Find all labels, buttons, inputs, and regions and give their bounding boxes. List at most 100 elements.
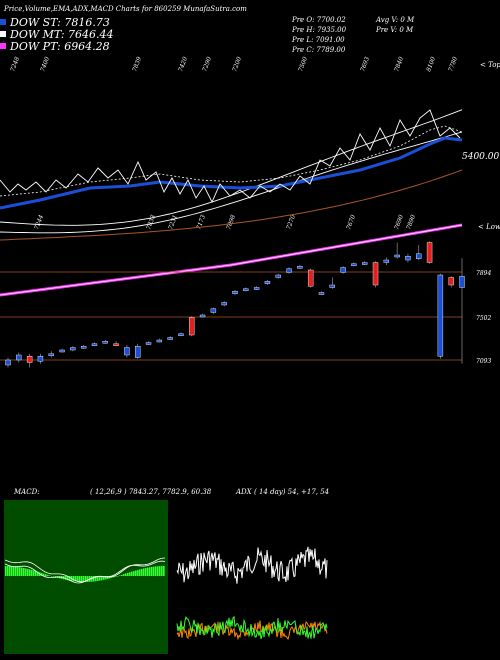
candle-body (372, 262, 379, 286)
macd-bar (65, 576, 67, 580)
adx-line (176, 546, 328, 584)
legend: DOW ST: 7816.73 DOW MT: 7646.44 DOW PT: … (0, 16, 114, 53)
legend-swatch-pt (0, 43, 6, 49)
macd-bar (37, 571, 39, 576)
macd-bar (69, 576, 71, 581)
macd-bar (85, 576, 87, 582)
candle-body (210, 308, 217, 313)
macd-bar (21, 567, 23, 576)
macd-values: ( 12,26,9 ) 7843.27, 7782.9, 60.38 (90, 488, 212, 496)
price-axis-label: 5400.00 (462, 152, 499, 162)
candle-body (167, 337, 173, 340)
bottom-tick-label: 7670 (345, 214, 357, 231)
macd-bar (15, 566, 17, 576)
macd-bar (137, 569, 139, 576)
ema-mt2-line (0, 109, 463, 226)
bottom-tick-label: 7833 (145, 214, 157, 231)
top-tick-label: 7400 (39, 56, 51, 73)
legend-label-mt: DOW MT: 7646.44 (9, 28, 114, 41)
ema-pt-line (0, 223, 463, 297)
candle-body (59, 349, 65, 353)
top-tick-label: 7693 (359, 56, 371, 73)
bottom-tick-labels: 7244 7833 7231 7173 7098 7270 7670 7690 7890 (33, 214, 417, 231)
macd-bar (131, 571, 133, 576)
candle-body (307, 269, 314, 287)
top-tick-label: 7500 (297, 56, 309, 73)
legend-swatch-mt (0, 31, 6, 37)
candle-body (37, 356, 44, 362)
adx-title: ADX (235, 488, 253, 496)
ema-lines (0, 109, 463, 297)
prev-volume: Pre V: 0 M (375, 26, 414, 34)
candle-body (340, 267, 346, 273)
top-tick-label: 7200 (231, 56, 243, 73)
macd-bar (123, 574, 125, 576)
adx-lines (176, 546, 328, 641)
macd-bar (19, 567, 21, 576)
macd-bar (7, 566, 9, 576)
legend-label-st: DOW ST: 7816.73 (9, 16, 110, 29)
macd-bar (163, 566, 165, 576)
candle-body (145, 342, 152, 345)
candle-body (264, 281, 271, 284)
macd-bar (135, 570, 137, 576)
macd-bar (99, 576, 101, 581)
macd-bar (13, 566, 15, 576)
macd-bar (53, 576, 55, 577)
candle-body (189, 317, 195, 336)
macd-bar (121, 574, 123, 576)
macd-bar (45, 574, 47, 576)
candle-body (394, 254, 400, 258)
candle-body (297, 266, 303, 269)
ohlc-low: Pre L: 7091.00 (291, 36, 345, 44)
candle-body (426, 242, 433, 263)
macd-bar (155, 566, 157, 576)
candle-body (124, 347, 130, 356)
macd-bar (153, 566, 155, 576)
ema-dotted-line (0, 125, 463, 197)
macd-bar (143, 568, 145, 576)
candle-body (221, 302, 227, 306)
macd-bar (33, 570, 35, 576)
macd-bar (119, 575, 121, 576)
macd-bar (31, 569, 33, 576)
macd-bar (145, 567, 147, 576)
macd-bar (139, 569, 141, 576)
macd-bar (29, 569, 31, 576)
ohlc-info: Pre O: 7700.02 Pre H: 7935.00 Pre L: 709… (291, 16, 415, 54)
macd-bar (41, 572, 43, 576)
macd-bar (55, 576, 57, 578)
bottom-tick-label: 7098 (225, 214, 237, 231)
macd-bar (115, 576, 117, 577)
candle-body (351, 263, 357, 266)
adx-plus-di-line (176, 615, 328, 640)
candle-body (199, 314, 206, 318)
candle-body (459, 276, 465, 288)
avg-volume: Avg V: 0 M (375, 16, 415, 24)
macd-bar (161, 566, 163, 576)
candle-body (5, 359, 11, 366)
macd-signal-line (4, 560, 166, 584)
bottom-tick-label: 7231 (167, 214, 179, 231)
candle-body (113, 343, 119, 346)
macd-bar (159, 566, 161, 576)
ohlc-high: Pre H: 7935.00 (291, 26, 347, 34)
top-tick-label: 7248 (9, 56, 21, 73)
macd-title: MACD: (13, 488, 40, 496)
candles (5, 241, 465, 368)
top-tick-label: 8100 (425, 56, 437, 73)
level-label: 7894 (476, 270, 491, 277)
candle-body (91, 343, 98, 346)
macd-bar (105, 576, 107, 580)
top-tick-label: 7839 (131, 56, 143, 73)
candle-body (329, 284, 335, 288)
candle-body (48, 353, 54, 356)
ema-long-line (0, 169, 463, 241)
macd-bar (47, 574, 49, 576)
ema-pt-core (0, 224, 463, 296)
adx-values: ( 14 day) 54, +17, 54 (254, 488, 329, 496)
tops-label: < Tops (480, 61, 500, 69)
macd-bar (127, 572, 129, 576)
macd-bar (125, 573, 127, 576)
candle-body (437, 274, 444, 357)
